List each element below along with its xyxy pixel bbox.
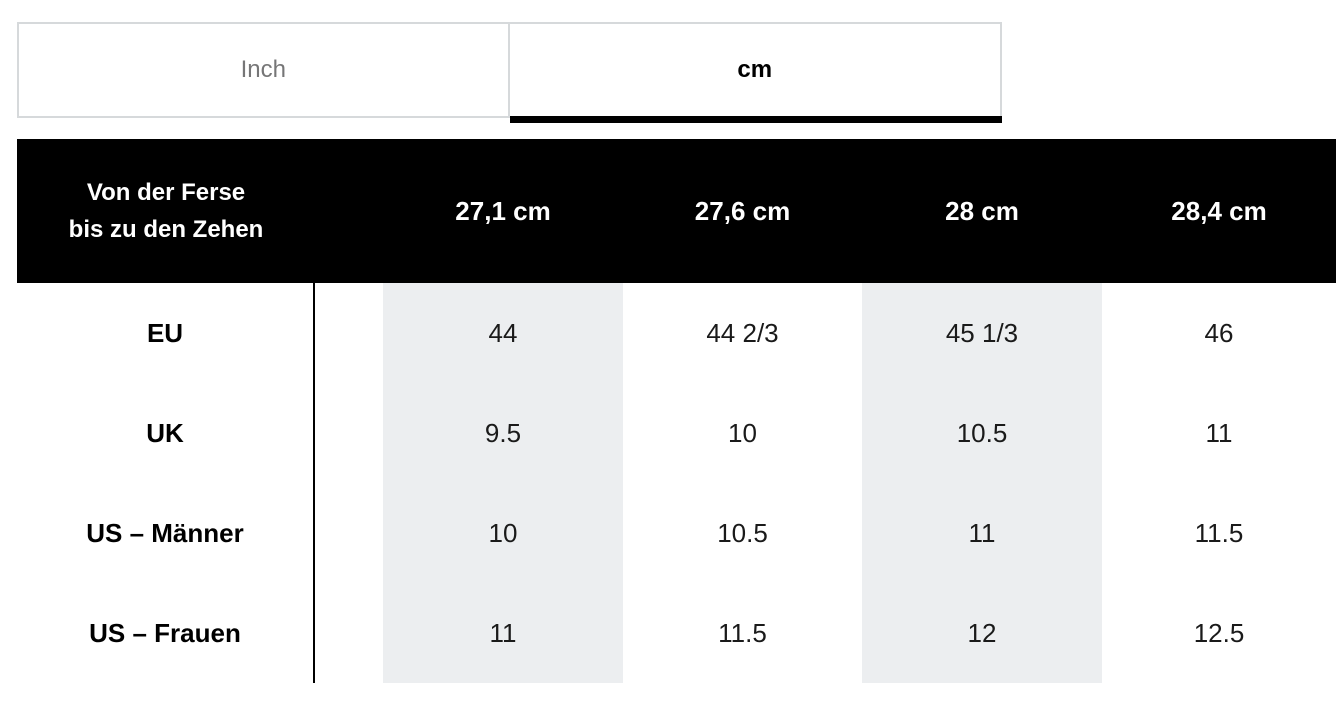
size-cell: 45 1/3 bbox=[862, 283, 1102, 383]
size-cell: 10 bbox=[728, 417, 757, 448]
size-cell: 44 bbox=[383, 283, 623, 383]
heel-to-toe-header-line1: Von der Ferse bbox=[86, 178, 246, 206]
size-cell: 12 bbox=[862, 583, 1102, 683]
size-cell: 11.5 bbox=[718, 617, 767, 648]
table-row-us-men: US – Männer 10 10.5 11 11.5 bbox=[17, 483, 1336, 583]
row-label: US – Männer bbox=[17, 483, 315, 583]
row-spacer bbox=[315, 583, 383, 683]
size-cell: 46 bbox=[1204, 317, 1234, 348]
heel-to-toe-header-line2: bis zu den Zehen bbox=[68, 216, 264, 243]
column-header-1: 27,1 cm bbox=[455, 195, 551, 226]
size-cell: 44 2/3 bbox=[706, 317, 779, 348]
table-row-us-women: US – Frauen 11 11.5 12 12.5 bbox=[17, 583, 1336, 683]
row-spacer bbox=[315, 483, 383, 583]
size-cell: 11 bbox=[383, 583, 623, 683]
heel-to-toe-header: Von der Ferse bis zu den Zehen bbox=[17, 174, 315, 248]
unit-toggle: Inch cm bbox=[17, 22, 1002, 123]
row-label: EU bbox=[17, 283, 315, 383]
row-spacer bbox=[315, 283, 383, 383]
size-cell: 10 bbox=[383, 483, 623, 583]
tab-inch[interactable]: Inch bbox=[19, 24, 510, 116]
size-chart-body: EU 44 44 2/3 45 1/3 46 UK 9.5 10 10.5 11… bbox=[17, 283, 1336, 683]
row-label: US – Frauen bbox=[17, 583, 315, 683]
size-cell: 12.5 bbox=[1193, 617, 1245, 648]
size-cell: 11.5 bbox=[1194, 517, 1244, 548]
size-cell: 10.5 bbox=[862, 383, 1102, 483]
column-header-2: 27,6 cm bbox=[694, 195, 791, 226]
tab-cm[interactable]: cm bbox=[509, 24, 1002, 123]
column-header-4: 28,4 cm bbox=[1171, 195, 1267, 226]
row-spacer bbox=[315, 383, 383, 483]
size-cell: 9.5 bbox=[383, 383, 623, 483]
size-cell: 11 bbox=[862, 483, 1102, 583]
header-spacer bbox=[315, 139, 383, 283]
column-header-3: 28 cm bbox=[945, 195, 1019, 226]
table-row-eu: EU 44 44 2/3 45 1/3 46 bbox=[17, 283, 1336, 383]
size-chart-header: Von der Ferse bis zu den Zehen 27,1 cm 2… bbox=[17, 139, 1336, 283]
row-label: UK bbox=[17, 383, 315, 483]
size-cell: 11 bbox=[1205, 417, 1233, 448]
table-row-uk: UK 9.5 10 10.5 11 bbox=[17, 383, 1336, 483]
size-cell: 10.5 bbox=[717, 517, 768, 548]
